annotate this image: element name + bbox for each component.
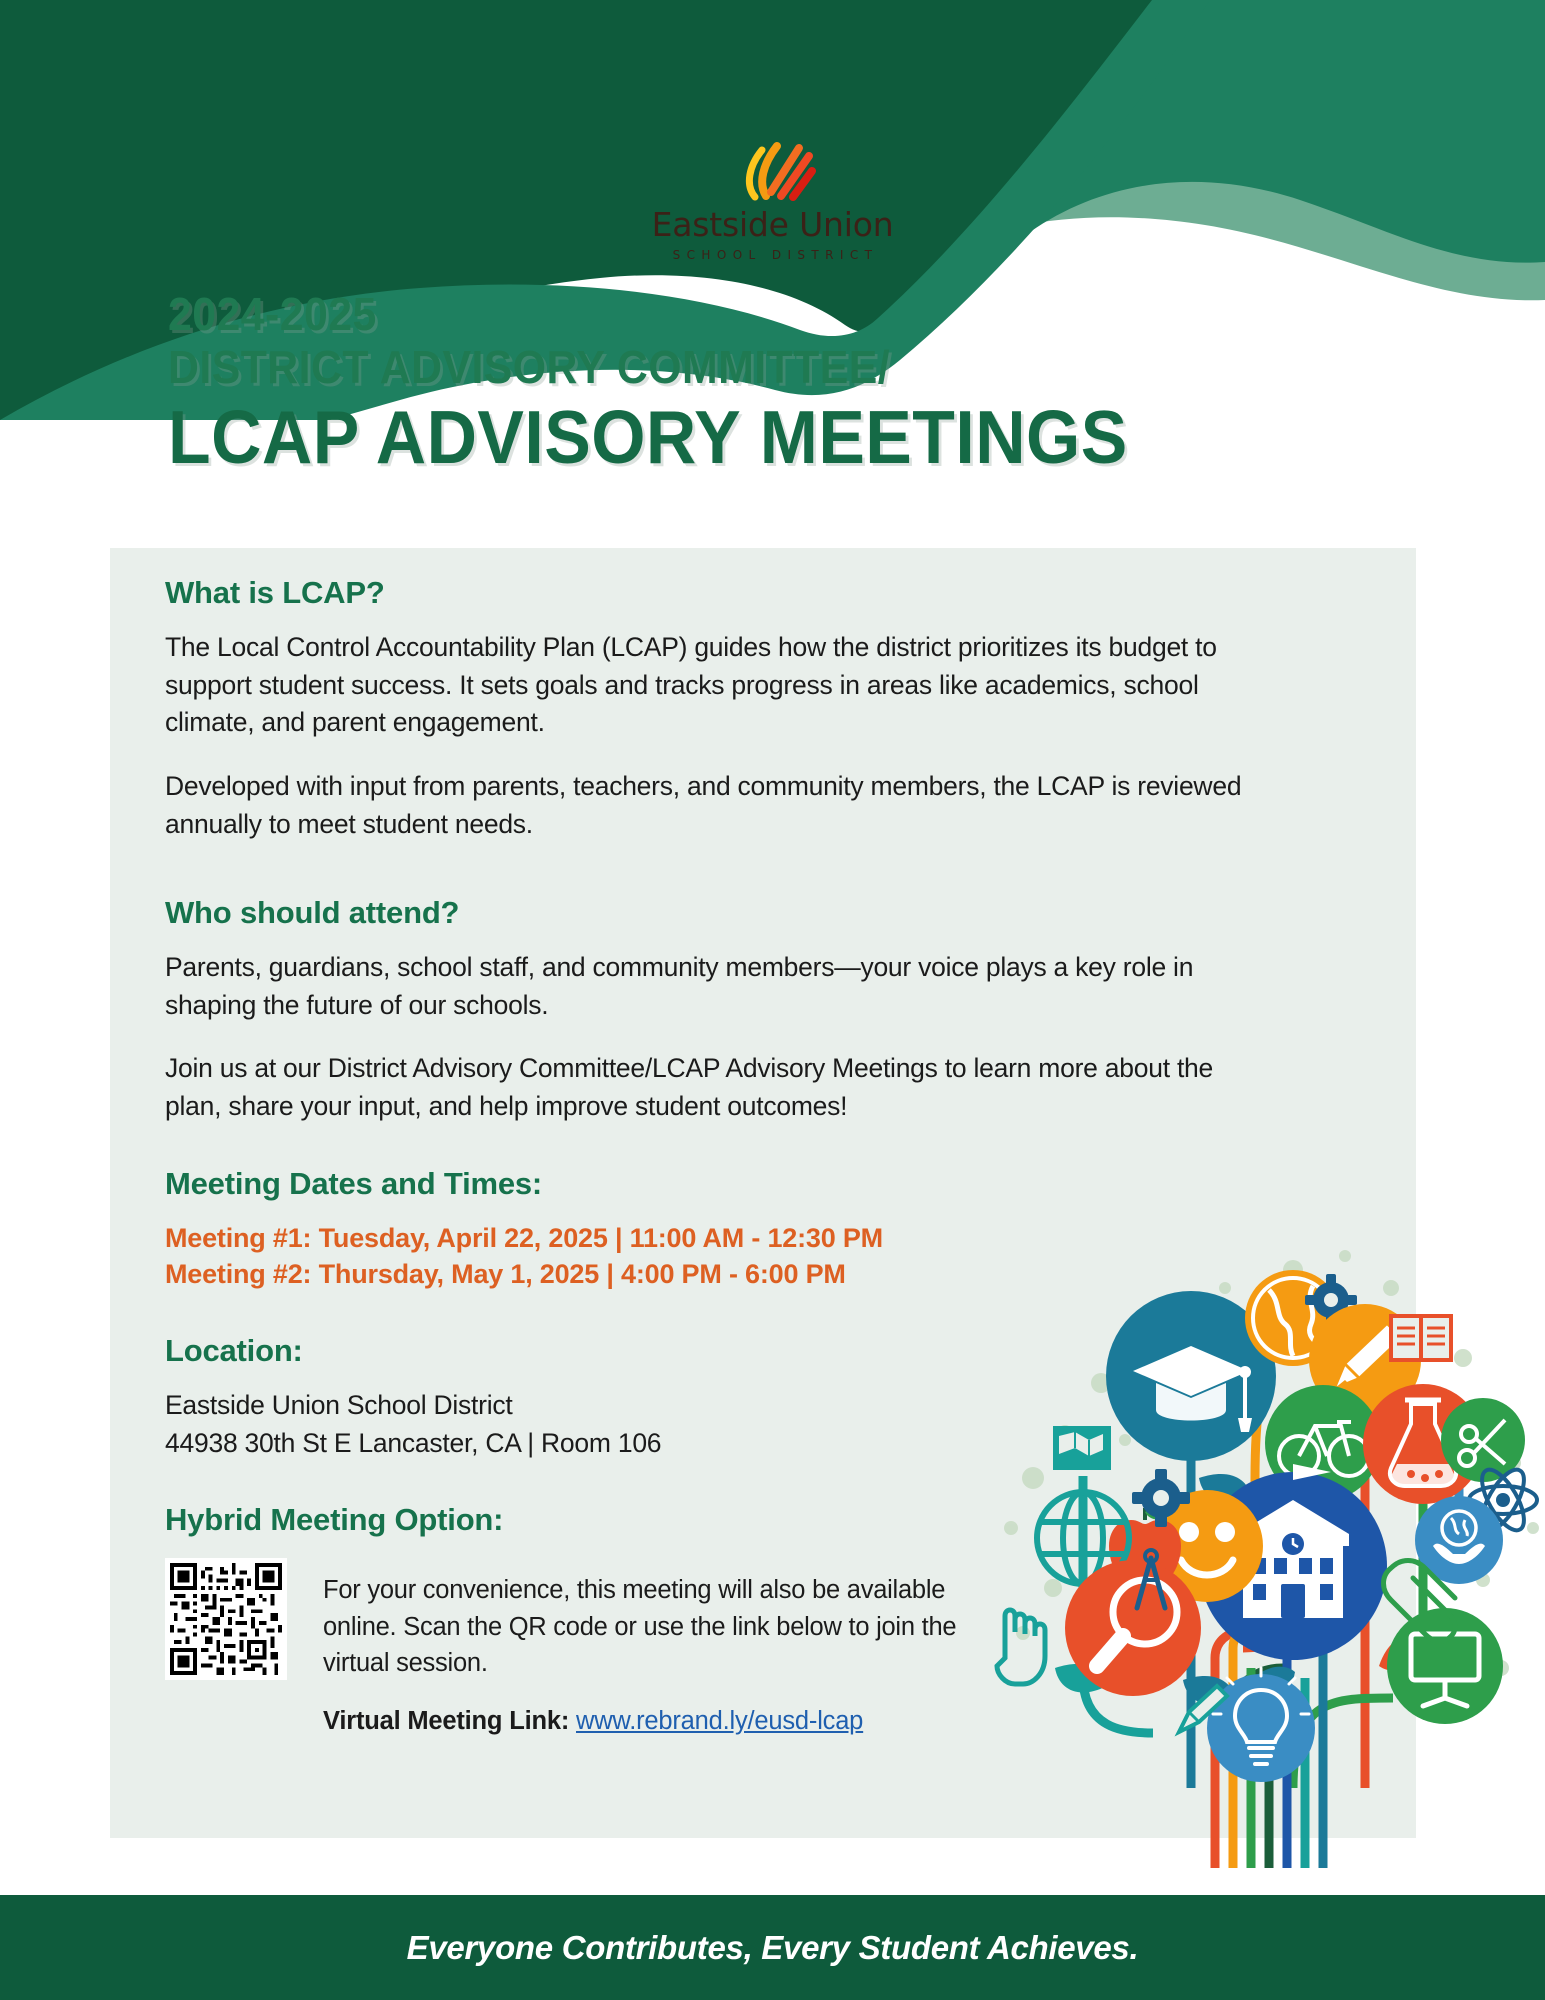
section-heading-who-should-attend: Who should attend?	[165, 895, 460, 931]
section-heading-what-is-lcap: What is LCAP?	[165, 575, 385, 610]
hybrid-meeting-block: For your convenience, this meeting will …	[165, 1558, 1265, 1681]
flame-swoosh-icon	[745, 142, 816, 201]
section-heading-meeting-dates: Meeting Dates and Times:	[165, 1165, 543, 1201]
logo-subtitle: SCHOOL DISTRICT	[672, 247, 879, 262]
hands-earth-icon	[1415, 1496, 1503, 1584]
meeting-item-1: Meeting #1: Tuesday, April 22, 2025 | 11…	[165, 1222, 883, 1253]
footer-tagline: Everyone Contributes, Every Student Achi…	[406, 1928, 1139, 1966]
what-is-lcap-paragraph-2: Developed with input from parents, teach…	[165, 770, 1242, 839]
who-should-attend-paragraph-1: Parents, guardians, school staff, and co…	[165, 952, 1194, 1020]
logo-name: Eastside Union	[651, 205, 894, 244]
location-line-2: 44938 30th St E Lancaster, CA | Room 106	[165, 1427, 662, 1458]
who-should-attend-paragraph-2: Join us at our District Advisory Committ…	[165, 1053, 1214, 1121]
virtual-meeting-link-label: Virtual Meeting Link:	[323, 1706, 570, 1735]
qr-code[interactable]	[165, 1558, 287, 1681]
district-logo: Eastside Union SCHOOL DISTRICT	[0, 140, 1545, 262]
headline-year: 2024-2025	[168, 288, 377, 340]
virtual-meeting-link-row: Virtual Meeting Link: www.rebrand.ly/eus…	[165, 1707, 1265, 1736]
page-title: 2024-2025 DISTRICT ADVISORY COMMITTEE/ L…	[168, 288, 1468, 479]
atom-icon	[1467, 1467, 1539, 1533]
headline-main: LCAP ADVISORY MEETINGS	[168, 394, 1128, 479]
scissors-icon	[1441, 1398, 1525, 1482]
section-heading-location: Location:	[165, 1333, 303, 1369]
hybrid-meeting-description: For your convenience, this meeting will …	[323, 1576, 957, 1677]
headline-subtitle: DISTRICT ADVISORY COMMITTEE/	[168, 341, 891, 394]
section-heading-hybrid-meeting: Hybrid Meeting Option:	[165, 1502, 504, 1538]
what-is-lcap-paragraph-1: The Local Control Accountability Plan (L…	[165, 632, 1217, 738]
panel-content: What is LCAP? The Local Control Accounta…	[165, 575, 1265, 1736]
footer-bar: Everyone Contributes, Every Student Achi…	[0, 1895, 1545, 2000]
meeting-item-2: Meeting #2: Thursday, May 1, 2025 | 4:00…	[165, 1259, 846, 1290]
virtual-meeting-link[interactable]: www.rebrand.ly/eusd-lcap	[576, 1706, 864, 1735]
qr-code-icon[interactable]	[170, 1563, 282, 1676]
location-line-1: Eastside Union School District	[165, 1390, 513, 1421]
